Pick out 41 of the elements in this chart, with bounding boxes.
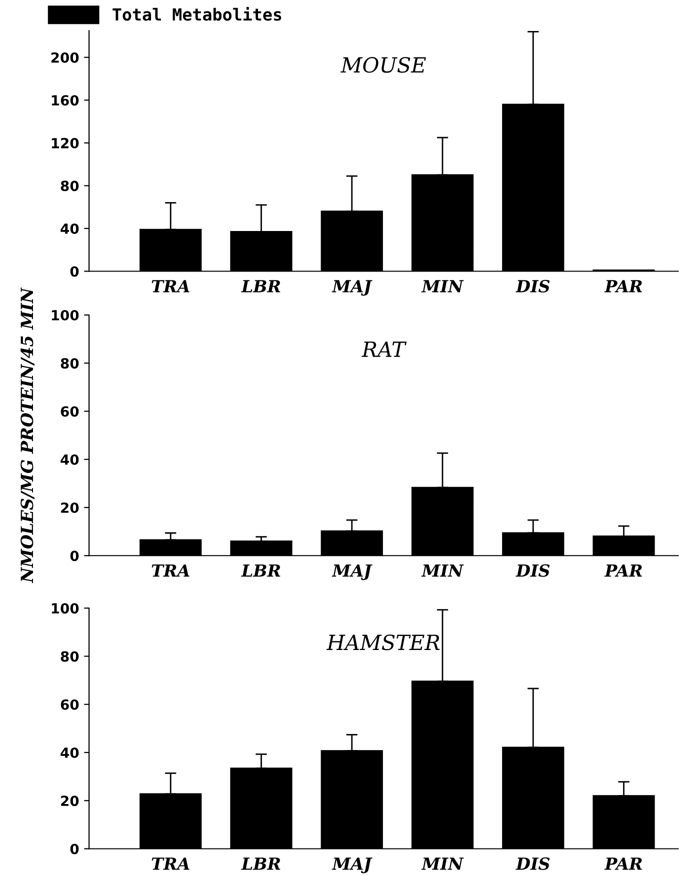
y-tick-label: 40 xyxy=(60,454,79,465)
x-tick-label: PAR xyxy=(604,858,642,870)
y-tick-label: 0 xyxy=(70,550,79,562)
y-tick-label: 100 xyxy=(52,310,79,320)
x-tick-label: TRA xyxy=(152,564,190,577)
x-tick-label: PAR xyxy=(604,564,642,577)
y-tick-label: 40 xyxy=(60,747,79,758)
y-tick-label: 100 xyxy=(52,603,79,614)
x-tick-label: MIN xyxy=(421,280,464,292)
x-tick-label: LBR xyxy=(241,858,280,870)
x-tick-label: MAJ xyxy=(332,858,372,874)
y-tick-label: 60 xyxy=(60,406,79,417)
text: MOUSE xyxy=(340,57,426,73)
x-tick-label: PAR xyxy=(604,280,642,292)
x-tick-label: LBR xyxy=(241,564,280,577)
x-tick-label: MAJ xyxy=(332,280,372,296)
y-tick-label: 80 xyxy=(60,358,79,369)
text: HAMSTER xyxy=(326,634,440,650)
y-tick-label: 80 xyxy=(60,180,79,192)
y-tick-label: 60 xyxy=(60,699,79,710)
x-tick-label: MIN xyxy=(421,858,464,870)
text: RAT xyxy=(362,342,407,357)
y-tick-label: 0 xyxy=(70,266,79,277)
x-tick-label: DIS xyxy=(516,857,550,870)
y-tick-label: 160 xyxy=(52,95,79,106)
legend-label: Total Metabolites xyxy=(112,6,282,21)
x-tick-label: TRA xyxy=(152,280,190,292)
y-tick-label: 0 xyxy=(70,844,79,854)
x-tick-label: DIS xyxy=(516,564,550,577)
x-tick-label: MAJ xyxy=(332,564,372,580)
y-tick-label: 20 xyxy=(61,796,79,806)
y-tick-label: 20 xyxy=(61,502,79,513)
x-tick-label: DIS xyxy=(516,280,550,292)
x-tick-label: MIN xyxy=(421,564,464,577)
x-tick-label: LBR xyxy=(241,280,280,292)
y-tick-label: 80 xyxy=(60,651,79,662)
y-tick-label: 120 xyxy=(52,138,79,148)
x-tick-label: TRA xyxy=(152,858,190,870)
y-tick-label: 40 xyxy=(60,223,79,234)
y-tick-label: 200 xyxy=(51,52,79,63)
y-axis-title: NMOLES/MG PROTEIN/45 MIN xyxy=(20,287,35,584)
